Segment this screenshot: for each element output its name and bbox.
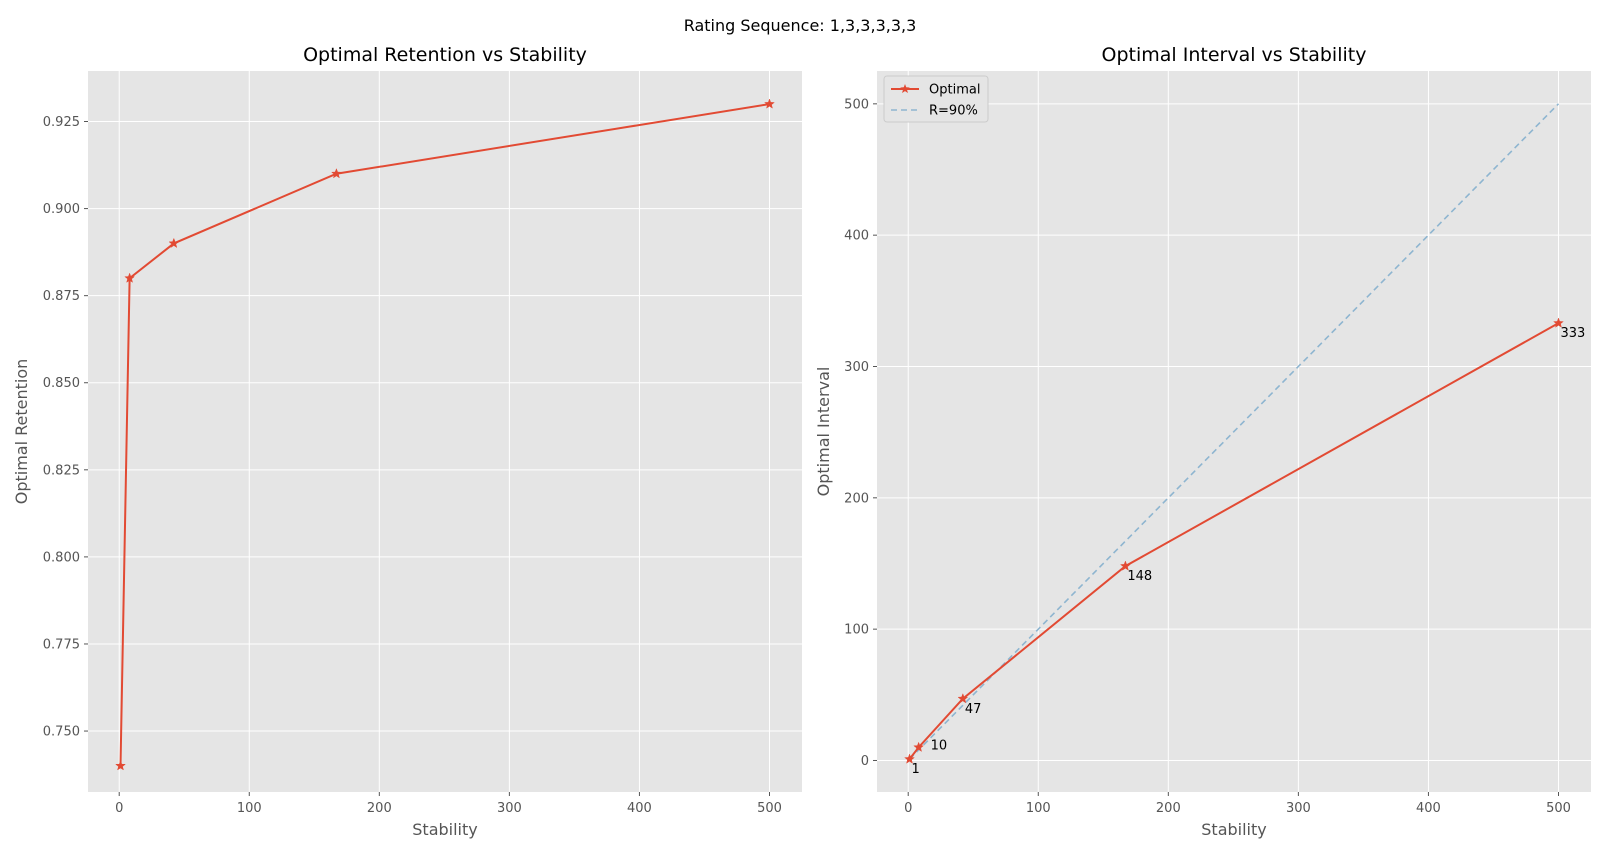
x-tick-label: 200: [367, 801, 392, 816]
legend-entry: R=90%: [929, 104, 978, 119]
y-tick-label: 0.775: [43, 637, 80, 652]
x-tick-label: 400: [1416, 801, 1441, 816]
x-tick-label: 400: [627, 801, 652, 816]
x-tick-label: 100: [237, 801, 262, 816]
retention-chart: 0 100 200 300 400 500 0.750 0.775 0.800 0.825 0.85…: [12, 44, 802, 839]
data-label: 10: [931, 738, 948, 753]
data-point: [913, 741, 925, 752]
data-point: [1119, 560, 1131, 571]
y-tick-label: 300: [844, 360, 869, 375]
data-point: [904, 753, 915, 764]
x-axis-label: Stability: [1201, 820, 1266, 839]
y-axis-label: Optimal Interval: [814, 367, 833, 497]
x-tick-label: 300: [1286, 801, 1311, 816]
data-point: [957, 693, 969, 704]
legend-box: [883, 75, 989, 123]
y-tick-label: 0: [861, 754, 869, 769]
x-tick-label: 500: [757, 801, 782, 816]
figure-suptitle: Rating Sequence: 1,3,3,3,3,3: [684, 16, 917, 35]
data-point: [1553, 317, 1564, 328]
data-label: 148: [1127, 569, 1152, 584]
data-label: 1: [912, 762, 920, 777]
x-tick-label: 0: [904, 801, 912, 816]
y-tick-label: 0.925: [43, 115, 80, 130]
data-point: [764, 98, 775, 109]
y-tick-label: 0.850: [43, 376, 80, 391]
data-point: [330, 168, 342, 179]
x-tick-label: 200: [1156, 801, 1181, 816]
data-point: [115, 760, 126, 771]
y-tick-label: 100: [844, 623, 869, 638]
legend-entry: Optimal: [929, 83, 980, 98]
data-point: [168, 237, 180, 249]
legend: Optimal R=90%: [883, 75, 989, 123]
y-tick-label: 0.750: [43, 725, 80, 740]
chart-title: Optimal Interval vs Stability: [1102, 44, 1367, 66]
y-tick-label: 500: [844, 97, 869, 112]
y-tick-label: 0.800: [43, 550, 80, 565]
y-tick-label: 0.900: [43, 202, 80, 217]
reference-line: [908, 103, 1560, 760]
x-tick-label: 0: [115, 801, 123, 816]
y-tick-label: 200: [844, 491, 869, 506]
x-axis-label: Stability: [412, 820, 477, 839]
x-tick-label: 300: [497, 801, 522, 816]
y-axis-label: Optimal Retention: [12, 359, 31, 505]
y-tick-label: 0.825: [43, 463, 80, 478]
interval-chart: 0 100 200 300 400 500 0 100 200 300 400 500 Optimal …: [814, 44, 1591, 839]
x-tick-label: 100: [1026, 801, 1051, 816]
y-tick-label: 400: [844, 229, 869, 244]
x-tick-label: 500: [1546, 801, 1571, 816]
data-label: 47: [965, 702, 982, 717]
y-tick-label: 0.875: [43, 289, 80, 304]
data-point: [124, 272, 136, 283]
chart-title: Optimal Retention vs Stability: [303, 44, 587, 66]
plot-area: [88, 71, 802, 792]
data-label: 333: [1560, 326, 1585, 341]
legend-marker: [900, 84, 910, 94]
